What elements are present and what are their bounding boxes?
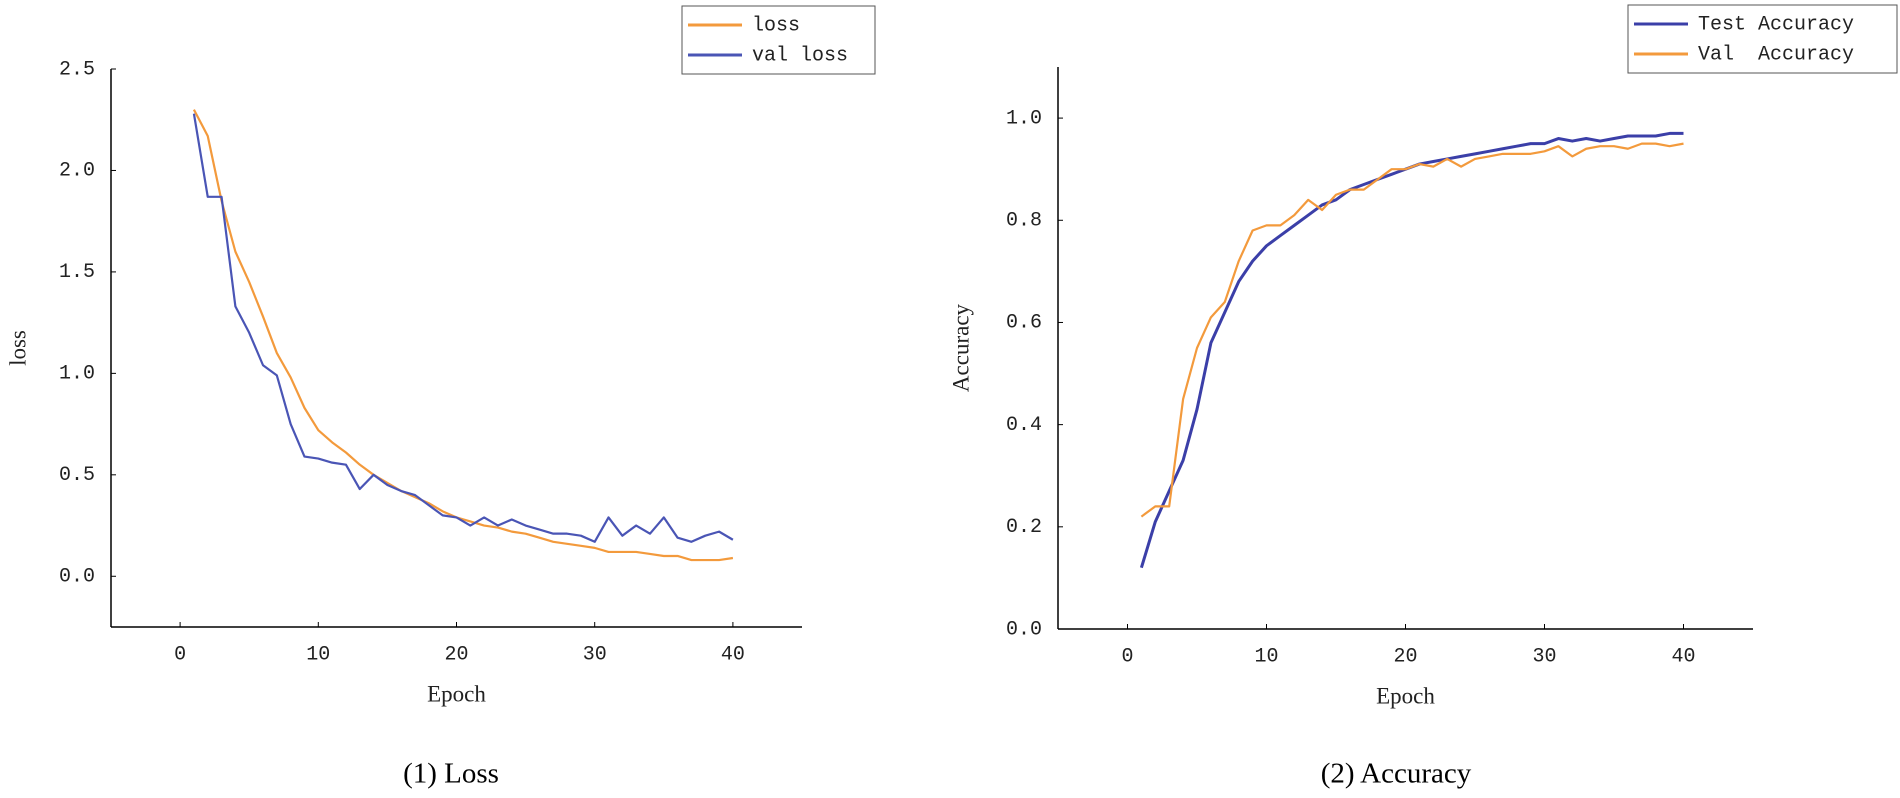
y-tick-label: 1.0 [59,363,95,386]
legend-label: val loss [752,44,848,67]
x-tick-label: 40 [1671,645,1695,668]
legend-label: Val Accuracy [1698,43,1854,66]
x-tick-label: 20 [444,643,468,666]
legend: loss val loss [681,5,876,75]
y-axis-label: Accuracy [948,303,973,392]
y-tick-label: 0.6 [1006,312,1042,335]
legend-box [681,5,876,75]
x-tick-label: 0 [1121,645,1133,668]
y-axis-label: loss [5,330,30,366]
y-tick-label: 0.2 [1006,516,1042,539]
y-tick-label: 0.5 [59,464,95,487]
x-tick-label: 20 [1393,645,1417,668]
series-line [192,113,734,543]
y-tick-label: 1.0 [1006,107,1042,130]
x-tick-label: 40 [721,643,745,666]
legend: Test Accuracy Val Accuracy [1627,4,1898,74]
x-tick-label: 10 [306,643,330,666]
y-tick-label: 0.8 [1006,210,1042,233]
x-tick-label: 30 [583,643,607,666]
x-axis-label: Epoch [427,681,486,706]
series-line [1140,142,1684,518]
series-line [1139,131,1684,569]
x-tick-label: 0 [174,643,186,666]
legend-label: Test Accuracy [1698,13,1854,36]
y-tick-label: 0.4 [1006,414,1042,437]
chart: 0.0 0.5 1.0 1.5 2.0 2.5 0 10 20 30 40 Epoch loss (1) … [5,5,876,790]
x-tick-label: 30 [1532,645,1556,668]
y-tick-label: 0.0 [1006,618,1042,641]
legend-label: loss [752,14,800,37]
legend-box [1627,4,1898,74]
caption: (2) Accuracy [1321,758,1472,790]
x-tick-label: 10 [1254,645,1278,668]
caption: (1) Loss [403,758,499,790]
x-axis-label: Epoch [1376,683,1435,708]
y-tick-label: 1.5 [59,261,95,284]
series-line [192,109,734,562]
y-tick-label: 2.5 [59,58,95,81]
y-tick-label: 2.0 [59,160,95,183]
chart: 0.0 0.2 0.4 0.6 0.8 1.0 0 10 20 30 40 Epoch Accuracy… [948,4,1898,790]
y-tick-label: 0.0 [59,566,95,589]
